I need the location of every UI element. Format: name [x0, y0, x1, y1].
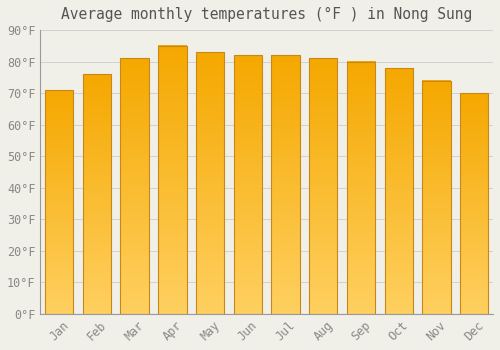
Bar	[234, 55, 262, 314]
Title: Average monthly temperatures (°F ) in Nong Sung: Average monthly temperatures (°F ) in No…	[61, 7, 472, 22]
Bar	[272, 55, 299, 314]
Bar	[196, 52, 224, 314]
Bar	[422, 80, 450, 314]
Bar	[120, 58, 149, 314]
Bar	[347, 62, 375, 314]
Bar	[460, 93, 488, 314]
Bar	[158, 46, 186, 314]
Bar	[309, 58, 338, 314]
Bar	[384, 68, 413, 314]
Bar	[83, 74, 111, 314]
Bar	[45, 90, 74, 314]
